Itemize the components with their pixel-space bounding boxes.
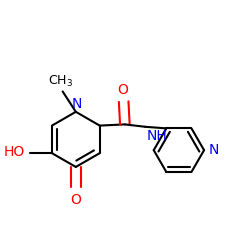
- Text: NH: NH: [146, 129, 167, 143]
- Text: N: N: [208, 143, 219, 157]
- Text: HO: HO: [3, 146, 24, 160]
- Text: O: O: [117, 83, 128, 97]
- Text: O: O: [70, 192, 81, 206]
- Text: CH$_3$: CH$_3$: [48, 74, 73, 88]
- Text: N: N: [71, 96, 82, 110]
